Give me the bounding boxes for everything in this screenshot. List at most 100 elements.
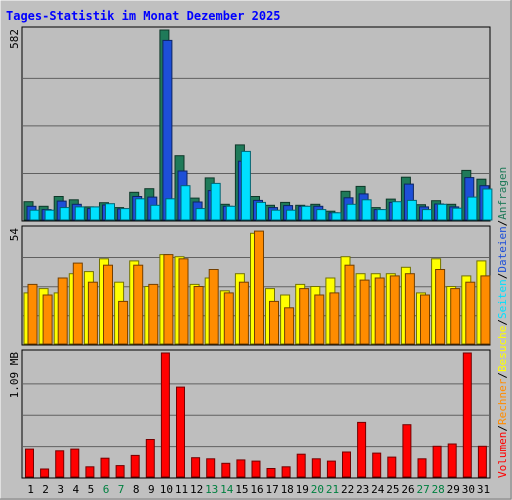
legend-separator: /: [496, 319, 509, 326]
bar-pages-day-11: [180, 185, 191, 221]
x-tick-label-day-30: 30: [462, 483, 475, 496]
bar-sites-day-2: [42, 294, 53, 345]
x-tick-label-day-10: 10: [160, 483, 173, 496]
bar-kbytes-day-15: [236, 459, 246, 478]
bar-pages-day-20: [316, 209, 327, 221]
x-tick-label-day-3: 3: [57, 483, 64, 496]
bar-sites-day-17: [269, 300, 279, 345]
bar-kbytes-day-5: [85, 466, 95, 478]
bar-pages-day-26: [406, 199, 417, 221]
bar-sites-day-5: [87, 281, 98, 345]
bar-pages-day-29: [452, 207, 463, 221]
bar-sites-day-29: [450, 288, 461, 345]
bar-sites-day-8: [133, 264, 144, 345]
bar-pages-day-27: [422, 209, 432, 221]
bar-kbytes-day-10: [160, 352, 170, 478]
bar-pages-day-1: [29, 209, 40, 221]
plot-area-top: [21, 26, 491, 222]
panel-middle: 54: [8, 225, 491, 346]
x-tick-label-day-7: 7: [118, 483, 125, 496]
x-tick-label-day-25: 25: [386, 483, 399, 496]
chart-title: Tages-Statistik im Monat Dezember 2025: [6, 9, 281, 23]
bar-sites-day-1: [27, 283, 38, 345]
bar-sites-day-22: [344, 264, 355, 345]
bar-pages-day-23: [361, 199, 372, 221]
x-tick-label-day-1: 1: [27, 483, 34, 496]
bar-kbytes-day-18: [281, 466, 291, 478]
bar-kbytes-day-31: [477, 445, 487, 478]
bar-sites-day-4: [72, 262, 83, 345]
bar-kbytes-day-6: [100, 457, 110, 478]
bar-pages-day-25: [391, 201, 402, 221]
bar-sites-day-10: [163, 254, 174, 345]
bar-sites-day-14: [223, 292, 234, 345]
bar-sites-day-12: [193, 286, 204, 345]
bar-kbytes-day-24: [372, 452, 382, 478]
right-legend: Volumen/Rechner/Besuche/Seiten/Dateien/A…: [496, 167, 509, 478]
bar-kbytes-day-25: [387, 456, 397, 478]
x-tick-label-day-14: 14: [220, 483, 234, 496]
bar-kbytes-day-13: [206, 458, 216, 478]
bar-kbytes-day-23: [357, 421, 367, 478]
x-tick-label-day-26: 26: [401, 483, 414, 496]
x-tick-label-day-2: 2: [42, 483, 49, 496]
bar-files-day-10: [162, 39, 173, 221]
x-tick-label-day-17: 17: [265, 483, 278, 496]
bar-pages-day-15: [240, 150, 251, 221]
bar-sites-day-6: [103, 264, 113, 345]
bar-kbytes-day-1: [25, 448, 34, 478]
x-tick-label-day-8: 8: [133, 483, 140, 496]
x-tick-label-day-21: 21: [326, 483, 339, 496]
bar-sites-day-23: [359, 279, 370, 345]
bar-pages-day-17: [271, 209, 281, 221]
panel-top: 582: [8, 26, 493, 222]
legend-separator: /: [496, 220, 509, 227]
bar-sites-day-11: [178, 258, 189, 345]
bar-sites-day-31: [480, 275, 491, 345]
bar-kbytes-day-8: [130, 454, 140, 478]
x-tick-label-day-11: 11: [175, 483, 188, 496]
bar-sites-day-27: [420, 294, 430, 345]
x-tick-label-day-28: 28: [432, 483, 445, 496]
bar-kbytes-day-27: [417, 458, 427, 478]
x-tick-label-day-22: 22: [341, 483, 354, 496]
x-axis-labels: 1 2 3 4 5 6 7 8 9 10 11 12 13 14 15 16 17 18 19 20 21 22 23 24 2…: [27, 483, 490, 496]
x-tick-label-day-4: 4: [72, 483, 79, 496]
bar-pages-day-24: [376, 209, 387, 221]
bar-pages-day-5: [89, 206, 100, 221]
bar-pages-day-31: [482, 188, 493, 221]
bar-sites-day-25: [389, 275, 400, 345]
x-tick-label-day-15: 15: [235, 483, 248, 496]
x-tick-label-day-13: 13: [205, 483, 218, 496]
series-sites: [27, 230, 491, 345]
legend-separator: /: [496, 372, 509, 379]
bar-sites-day-26: [404, 273, 415, 345]
bar-pages-day-13: [210, 182, 221, 221]
legend-separator: /: [496, 273, 509, 280]
bar-kbytes-day-2: [40, 468, 50, 478]
bar-kbytes-day-16: [251, 460, 261, 478]
bar-sites-day-19: [299, 288, 310, 345]
bar-kbytes-day-3: [55, 450, 65, 478]
legend-sites: Rechner: [496, 378, 509, 425]
bar-kbytes-day-26: [402, 424, 412, 478]
x-tick-label-day-9: 9: [148, 483, 155, 496]
x-tick-label-day-6: 6: [103, 483, 110, 496]
bar-kbytes-day-4: [70, 448, 80, 478]
y-max-label-top: 582: [8, 29, 21, 49]
panel-bottom: 1.09 MB: [8, 349, 491, 479]
y-max-label-bottom: 1.09 MB: [8, 352, 21, 399]
legend-visits: Besuche: [496, 326, 509, 372]
x-tick-label-day-16: 16: [250, 483, 263, 496]
bar-kbytes-day-11: [176, 386, 185, 478]
bar-kbytes-day-20: [311, 458, 321, 478]
bar-kbytes-day-14: [221, 462, 231, 478]
bar-pages-day-22: [346, 203, 357, 221]
legend-kbytes: Volumen: [496, 432, 509, 478]
bar-kbytes-day-21: [326, 460, 336, 478]
bar-pages-day-4: [74, 206, 85, 221]
bar-pages-day-8: [135, 198, 146, 221]
bar-sites-day-7: [118, 300, 129, 345]
bar-pages-day-10: [165, 198, 176, 221]
